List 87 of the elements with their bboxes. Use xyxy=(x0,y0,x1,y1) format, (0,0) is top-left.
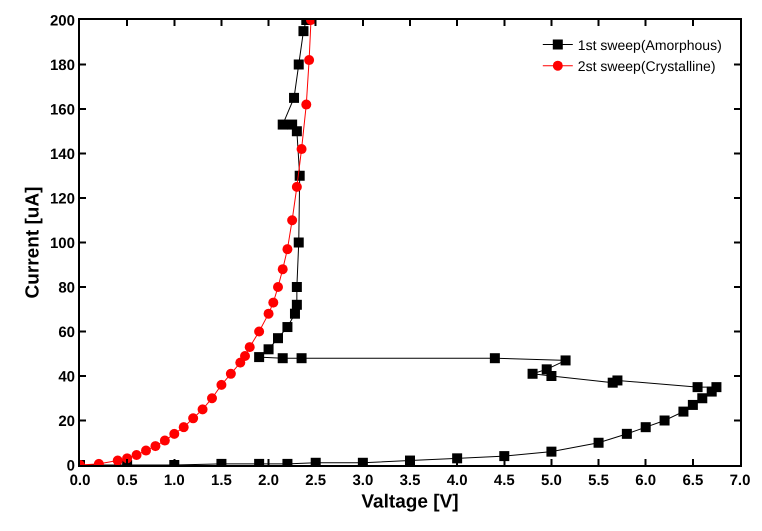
point xyxy=(268,298,278,308)
point xyxy=(294,60,304,70)
point xyxy=(304,55,314,66)
y-axis-title: Current [uA] xyxy=(22,186,44,298)
point xyxy=(264,344,274,354)
point xyxy=(490,353,500,364)
x-tick-label: 6.5 xyxy=(682,472,704,489)
x-tick-label: 1.5 xyxy=(211,472,232,489)
x-tick-label: 1.0 xyxy=(164,472,185,489)
x-tick-label: 4.5 xyxy=(494,472,515,489)
point xyxy=(452,453,462,464)
x-tick-label: 0.5 xyxy=(116,472,138,489)
point xyxy=(560,355,571,366)
point xyxy=(150,441,160,452)
point xyxy=(542,364,552,374)
x-tick-label: 5.5 xyxy=(588,472,609,489)
point xyxy=(294,238,304,248)
point xyxy=(292,182,302,192)
point xyxy=(198,404,208,414)
x-tick-label: 0.0 xyxy=(70,472,90,489)
y-tick-label: 160 xyxy=(50,101,75,118)
point xyxy=(289,92,300,103)
point xyxy=(301,100,312,110)
y-tick-label: 120 xyxy=(50,190,75,208)
y-tick-label: 100 xyxy=(50,234,75,252)
point xyxy=(294,170,305,181)
point xyxy=(112,456,123,465)
y-tick-label: 40 xyxy=(58,368,75,386)
point xyxy=(292,282,302,292)
y-tick-label: 80 xyxy=(58,279,75,296)
point xyxy=(226,368,236,379)
point xyxy=(608,378,618,388)
point xyxy=(254,326,264,336)
point xyxy=(640,422,651,432)
x-axis-title: Valtage [V] xyxy=(361,491,459,512)
point xyxy=(278,353,288,364)
y-tick-label: 200 xyxy=(50,12,75,30)
point xyxy=(273,333,283,344)
y-tick-label: 60 xyxy=(58,324,75,341)
x-tick-label: 2.0 xyxy=(258,472,279,489)
point xyxy=(132,450,142,460)
point xyxy=(660,416,670,426)
point xyxy=(282,244,292,254)
point xyxy=(287,120,298,130)
x-tick-label: 4.0 xyxy=(446,472,468,489)
point xyxy=(697,393,708,404)
point xyxy=(594,438,604,448)
point xyxy=(273,282,283,292)
x-tick-label: 7.0 xyxy=(730,472,750,489)
point xyxy=(499,451,510,462)
point xyxy=(188,413,198,424)
point xyxy=(711,382,722,392)
point xyxy=(296,144,307,154)
point xyxy=(169,428,180,439)
y-tick-label: 180 xyxy=(50,56,75,74)
point xyxy=(141,446,151,456)
point xyxy=(298,26,308,36)
point xyxy=(692,382,703,392)
legend-label: 1st sweep(Amorphous) xyxy=(578,36,722,53)
point xyxy=(292,300,302,310)
point xyxy=(296,353,307,364)
point xyxy=(178,422,189,432)
point xyxy=(528,368,538,379)
point xyxy=(240,350,250,361)
y-tick-label: 0 xyxy=(66,457,75,474)
x-tick-label: 5.0 xyxy=(541,472,562,489)
point xyxy=(207,393,217,404)
point xyxy=(678,406,688,417)
point xyxy=(546,446,556,457)
point xyxy=(216,380,226,390)
point xyxy=(282,322,292,332)
point xyxy=(160,436,170,446)
x-tick-label: 2.5 xyxy=(305,472,326,489)
y-tick-label: 140 xyxy=(50,146,75,163)
point xyxy=(278,264,288,274)
y-tick-label: 20 xyxy=(58,412,75,430)
x-tick-label: 3.0 xyxy=(352,472,374,489)
x-tick-label: 3.5 xyxy=(400,472,420,489)
point xyxy=(254,352,264,362)
point xyxy=(688,400,698,410)
point xyxy=(622,428,632,439)
point xyxy=(287,215,298,226)
point xyxy=(278,120,288,130)
point xyxy=(244,342,255,352)
point xyxy=(264,308,274,319)
legend-label: 2st sweep(Crystalline) xyxy=(578,58,716,74)
x-tick-label: 6.0 xyxy=(635,472,656,489)
